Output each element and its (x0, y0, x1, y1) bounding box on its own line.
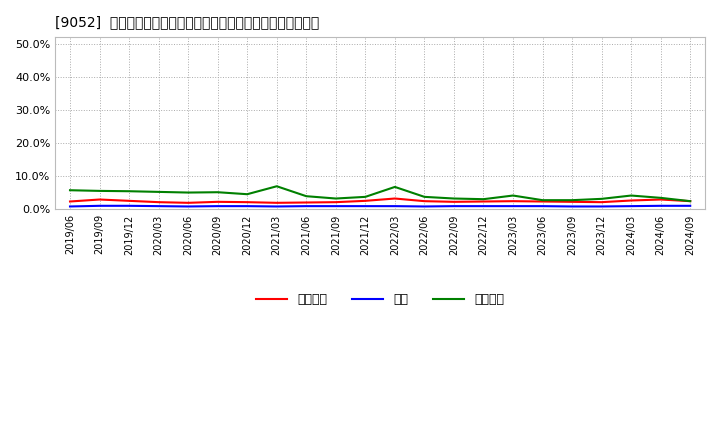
買入債務 (66, 187, 74, 193)
買入債務 (598, 196, 606, 202)
売上債権 (331, 199, 340, 205)
在庫 (66, 204, 74, 209)
買入債務 (657, 195, 665, 201)
買入債務 (154, 189, 163, 194)
買入債務 (627, 193, 636, 198)
在庫 (213, 203, 222, 209)
買入債務 (449, 196, 458, 201)
売上債権 (95, 197, 104, 202)
買入債務 (184, 190, 192, 195)
買入債務 (95, 188, 104, 194)
売上債権 (420, 198, 428, 204)
買入債務 (243, 191, 251, 197)
在庫 (95, 203, 104, 209)
在庫 (480, 203, 488, 209)
売上債権 (213, 199, 222, 205)
売上債権 (657, 197, 665, 202)
在庫 (390, 203, 399, 209)
買入債務 (686, 198, 695, 204)
売上債権 (449, 199, 458, 205)
買入債務 (420, 194, 428, 199)
売上債権 (598, 199, 606, 205)
売上債権 (66, 199, 74, 204)
買入債務 (361, 194, 369, 199)
在庫 (331, 203, 340, 209)
売上債権 (686, 198, 695, 204)
買入債務 (302, 194, 310, 199)
Line: 買入債務: 買入債務 (70, 186, 690, 201)
在庫 (449, 203, 458, 209)
売上債権 (302, 200, 310, 205)
在庫 (272, 204, 281, 209)
在庫 (302, 203, 310, 209)
在庫 (420, 204, 428, 209)
買入債務 (480, 197, 488, 202)
在庫 (657, 203, 665, 209)
売上債権 (390, 196, 399, 201)
売上債権 (272, 200, 281, 205)
買入債務 (213, 190, 222, 195)
在庫 (361, 203, 369, 209)
在庫 (243, 203, 251, 209)
在庫 (568, 204, 577, 209)
在庫 (509, 203, 518, 209)
売上債権 (361, 198, 369, 203)
買入債務 (568, 198, 577, 203)
在庫 (154, 203, 163, 209)
Line: 売上債権: 売上債権 (70, 198, 690, 203)
在庫 (598, 204, 606, 209)
買入債務 (390, 184, 399, 190)
売上債権 (480, 199, 488, 204)
買入債務 (125, 189, 133, 194)
在庫 (184, 204, 192, 209)
売上債権 (243, 199, 251, 205)
在庫 (627, 203, 636, 209)
売上債権 (568, 199, 577, 205)
Text: [9052]  売上債権、在庫、買入債務の総資産に対する比率の推移: [9052] 売上債権、在庫、買入債務の総資産に対する比率の推移 (55, 15, 320, 29)
買入債務 (509, 193, 518, 198)
売上債権 (539, 199, 547, 204)
在庫 (125, 203, 133, 209)
在庫 (539, 203, 547, 209)
在庫 (686, 203, 695, 209)
売上債権 (184, 200, 192, 205)
Legend: 売上債権, 在庫, 買入債務: 売上債権, 在庫, 買入債務 (251, 288, 510, 311)
売上債権 (154, 199, 163, 205)
売上債権 (509, 198, 518, 204)
買入債務 (331, 196, 340, 201)
買入債務 (272, 183, 281, 189)
買入債務 (539, 198, 547, 203)
売上債権 (125, 198, 133, 203)
売上債権 (627, 198, 636, 203)
